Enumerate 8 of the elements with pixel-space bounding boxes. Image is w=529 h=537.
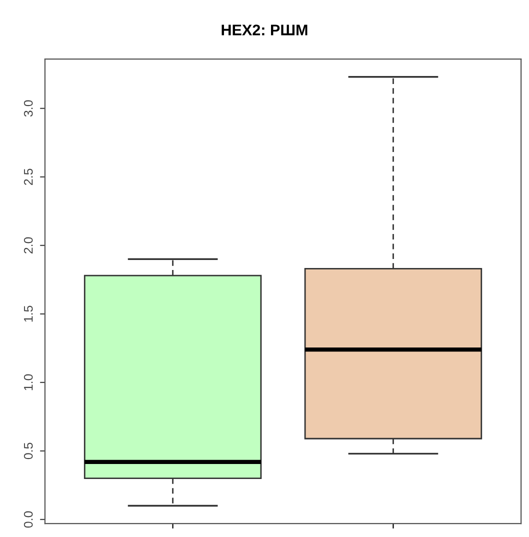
y-tick-label: 2.5 (24, 168, 33, 185)
y-tick-label: 1.5 (24, 306, 33, 322)
chart-title: HEX2: РШМ (222, 24, 308, 36)
y-tick-label: 2.0 (24, 237, 33, 254)
y-tick-label: 1.0 (24, 374, 33, 390)
y-tick-label: 0.0 (24, 511, 33, 528)
y-tick-label: 3.0 (24, 100, 33, 117)
y-tick-label: 0.5 (24, 442, 33, 460)
